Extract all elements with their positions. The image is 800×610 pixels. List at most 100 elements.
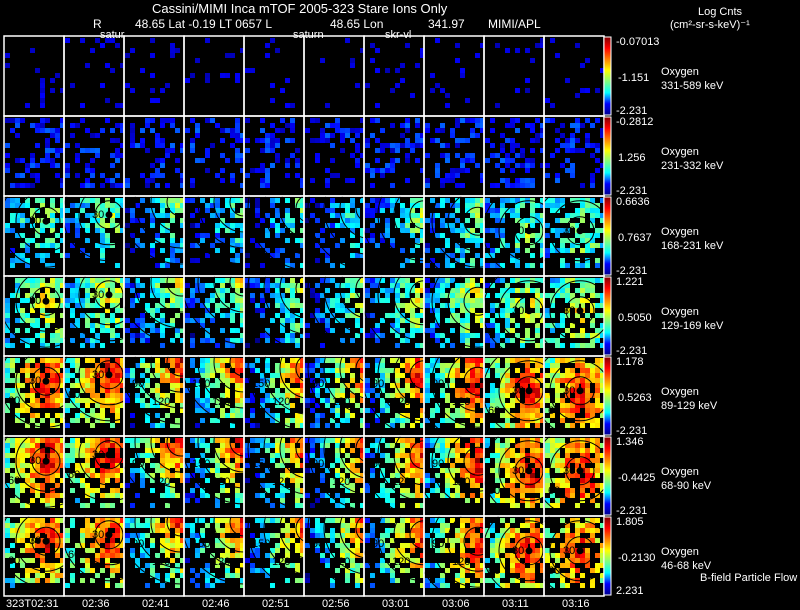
heatmap-cell bbox=[205, 338, 210, 343]
heatmap-cell bbox=[375, 293, 380, 298]
heatmap-cell bbox=[260, 438, 265, 443]
heatmap-cell bbox=[100, 203, 105, 208]
heatmap-cell bbox=[500, 313, 505, 318]
heatmap-cell bbox=[315, 373, 320, 378]
heatmap-cell bbox=[455, 123, 460, 128]
heatmap-cell bbox=[475, 298, 480, 303]
heatmap-cell bbox=[225, 128, 230, 133]
heatmap-cell bbox=[585, 283, 590, 288]
heatmap-cell bbox=[195, 288, 200, 293]
heatmap-cell bbox=[120, 228, 124, 233]
panel bbox=[424, 436, 484, 516]
heatmap-cell bbox=[95, 38, 100, 43]
heatmap-cell bbox=[340, 213, 345, 218]
heatmap-cell bbox=[230, 128, 235, 133]
heatmap-cell bbox=[175, 383, 180, 388]
heatmap-cell bbox=[415, 123, 420, 128]
heatmap-cell bbox=[540, 218, 544, 223]
heatmap-cell bbox=[550, 338, 555, 343]
heatmap-cell bbox=[240, 238, 244, 243]
heatmap-cell bbox=[160, 293, 165, 298]
heatmap-cell bbox=[400, 293, 405, 298]
heatmap-cell bbox=[385, 198, 390, 203]
heatmap-cell bbox=[525, 183, 530, 188]
heatmap-cell bbox=[35, 553, 40, 558]
heatmap-cell bbox=[260, 313, 265, 318]
heatmap-cell bbox=[50, 503, 55, 508]
heatmap-cell bbox=[535, 233, 540, 238]
heatmap-cell bbox=[295, 503, 300, 508]
heatmap-cell bbox=[135, 363, 140, 368]
heatmap-cell bbox=[445, 173, 450, 178]
heatmap-cell bbox=[300, 388, 304, 393]
heatmap-cell bbox=[145, 323, 150, 328]
heatmap-cell bbox=[175, 463, 180, 468]
heatmap-cell bbox=[195, 128, 200, 133]
heatmap-cell bbox=[180, 303, 184, 308]
heatmap-cell bbox=[140, 363, 145, 368]
heatmap-cell bbox=[180, 363, 184, 368]
heatmap-cell bbox=[220, 448, 225, 453]
heatmap-cell bbox=[120, 393, 124, 398]
heatmap-cell bbox=[530, 233, 535, 238]
heatmap-cell bbox=[315, 243, 320, 248]
heatmap-cell bbox=[120, 543, 124, 548]
heatmap-cell bbox=[560, 483, 565, 488]
heatmap-cell bbox=[205, 378, 210, 383]
heatmap-cell bbox=[570, 323, 575, 328]
heatmap-cell bbox=[260, 263, 265, 268]
heatmap-cell bbox=[590, 283, 595, 288]
heatmap-cell bbox=[75, 418, 80, 423]
heatmap-cell bbox=[420, 223, 424, 228]
heatmap-cell bbox=[535, 408, 540, 413]
heatmap-cell bbox=[35, 198, 40, 203]
heatmap-cell bbox=[340, 318, 345, 323]
heatmap-cell bbox=[505, 413, 510, 418]
heatmap-cell bbox=[220, 153, 225, 158]
heatmap-cell bbox=[345, 218, 350, 223]
heatmap-cell bbox=[500, 308, 505, 313]
heatmap-cell bbox=[360, 228, 364, 233]
heatmap-cell bbox=[285, 158, 290, 163]
heatmap-cell bbox=[465, 358, 470, 363]
heatmap-cell bbox=[95, 243, 100, 248]
heatmap-cell bbox=[225, 473, 230, 478]
heatmap-cell bbox=[595, 423, 600, 428]
heatmap-cell bbox=[225, 388, 230, 393]
contour-line bbox=[166, 276, 184, 297]
heatmap-cell bbox=[435, 128, 440, 133]
contour-line bbox=[377, 436, 424, 502]
heatmap-cell bbox=[285, 173, 290, 178]
heatmap-cell bbox=[595, 313, 600, 318]
heatmap-cell bbox=[220, 208, 225, 213]
heatmap-cell bbox=[475, 453, 480, 458]
heatmap-cell bbox=[95, 373, 100, 378]
planet-marker bbox=[42, 537, 50, 545]
heatmap-cell bbox=[270, 133, 275, 138]
heatmap-cell bbox=[75, 453, 80, 458]
heatmap-cell bbox=[285, 258, 290, 263]
heatmap-cell bbox=[130, 143, 135, 148]
heatmap-cell bbox=[185, 128, 190, 133]
heatmap-cell bbox=[495, 438, 500, 443]
heatmap-cell bbox=[520, 223, 525, 228]
heatmap-cell bbox=[490, 453, 495, 458]
planet-marker-stem bbox=[579, 383, 581, 388]
heatmap-cell bbox=[275, 48, 280, 53]
heatmap-cell bbox=[315, 218, 320, 223]
heatmap-cell bbox=[600, 378, 604, 383]
heatmap-cell bbox=[220, 128, 225, 133]
heatmap-cell bbox=[50, 133, 55, 138]
heatmap-cell bbox=[160, 393, 165, 398]
heatmap-cell bbox=[405, 378, 410, 383]
heatmap-cell bbox=[70, 83, 75, 88]
heatmap-cell bbox=[570, 403, 575, 408]
heatmap-cell bbox=[425, 288, 430, 293]
heatmap-cell bbox=[515, 388, 520, 393]
heatmap-cell bbox=[30, 478, 35, 483]
heatmap-cell bbox=[205, 333, 210, 338]
heatmap-cell bbox=[470, 308, 475, 313]
heatmap-cell bbox=[50, 163, 55, 168]
heatmap-cell bbox=[310, 198, 315, 203]
heatmap-cell bbox=[435, 138, 440, 143]
